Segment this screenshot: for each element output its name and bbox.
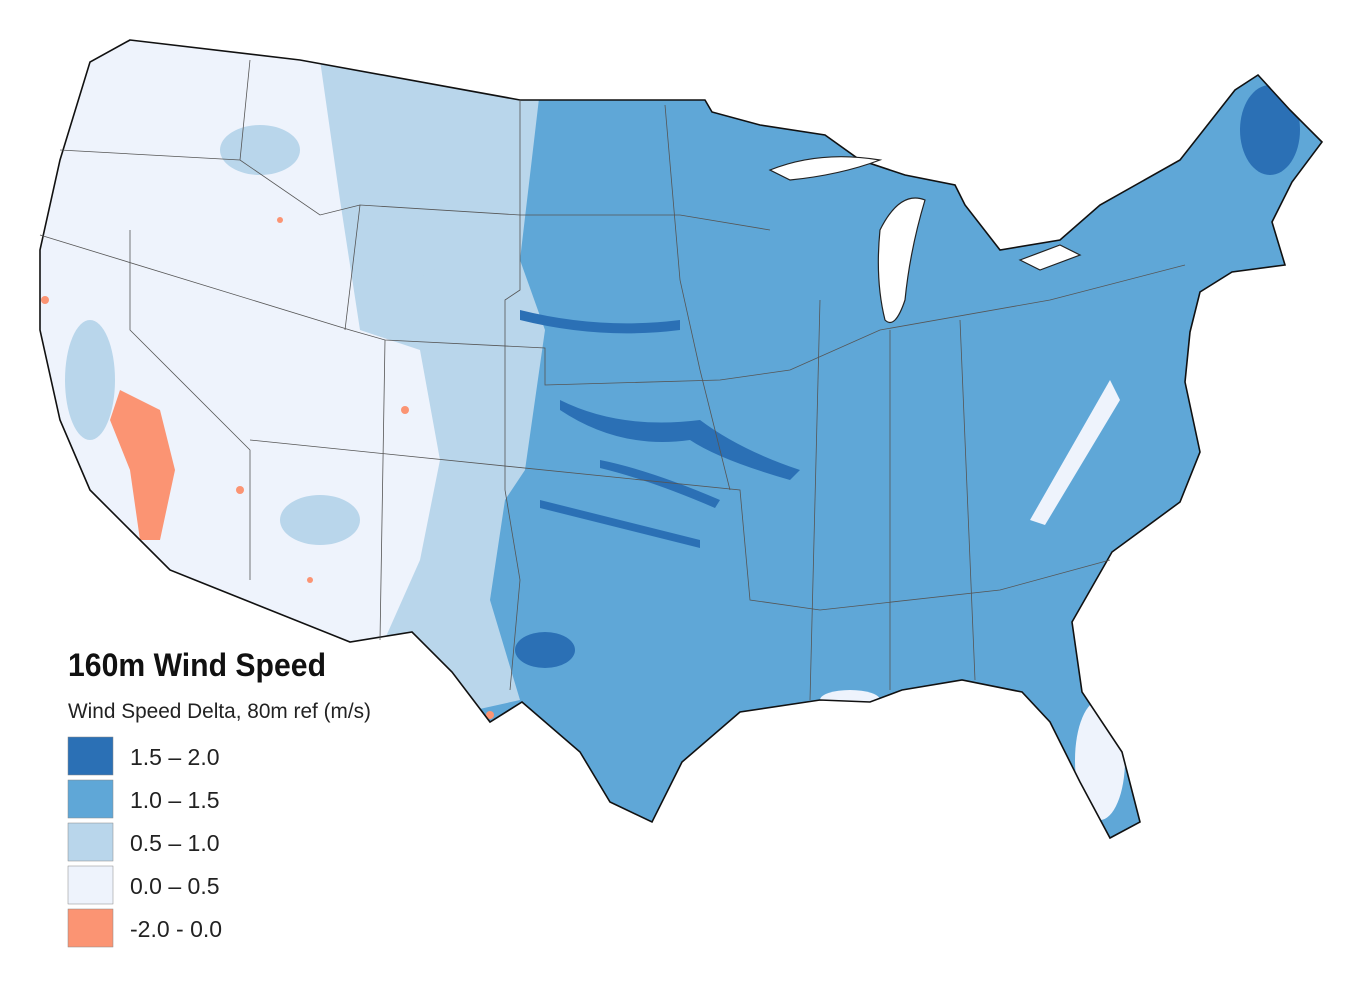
state-borders: [39, 59, 1186, 701]
legend-label: 0.0 – 0.5: [130, 873, 220, 899]
legend-swatch: [67, 736, 114, 776]
legend-label: 1.5 – 2.0: [130, 744, 220, 770]
legend: 1.5 – 2.0 1.0 – 1.5 0.5 – 1.0 0.0 – 0.5 -2.0…: [67, 736, 222, 948]
zone-negative: [41, 217, 494, 719]
legend-swatch: [67, 908, 114, 948]
legend-subtitle: Wind Speed Delta, 80m ref (m/s): [68, 700, 371, 723]
zone-1-5-to-2-0: [515, 85, 1300, 668]
legend-title: 160m Wind Speed: [68, 647, 326, 683]
legend-swatch: [67, 779, 114, 819]
zone-patches: [65, 125, 445, 545]
us-outline: [39, 39, 1324, 840]
legend-label: 0.5 – 1.0: [130, 830, 220, 856]
legend-swatch: [67, 865, 114, 905]
zone-0-0-to-0-5: [40, 40, 440, 650]
legend-label: -2.0 - 0.0: [130, 916, 222, 942]
legend-swatch: [67, 822, 114, 862]
legend-label: 1.0 – 1.5: [130, 787, 220, 813]
great-lakes: [768, 156, 1082, 324]
